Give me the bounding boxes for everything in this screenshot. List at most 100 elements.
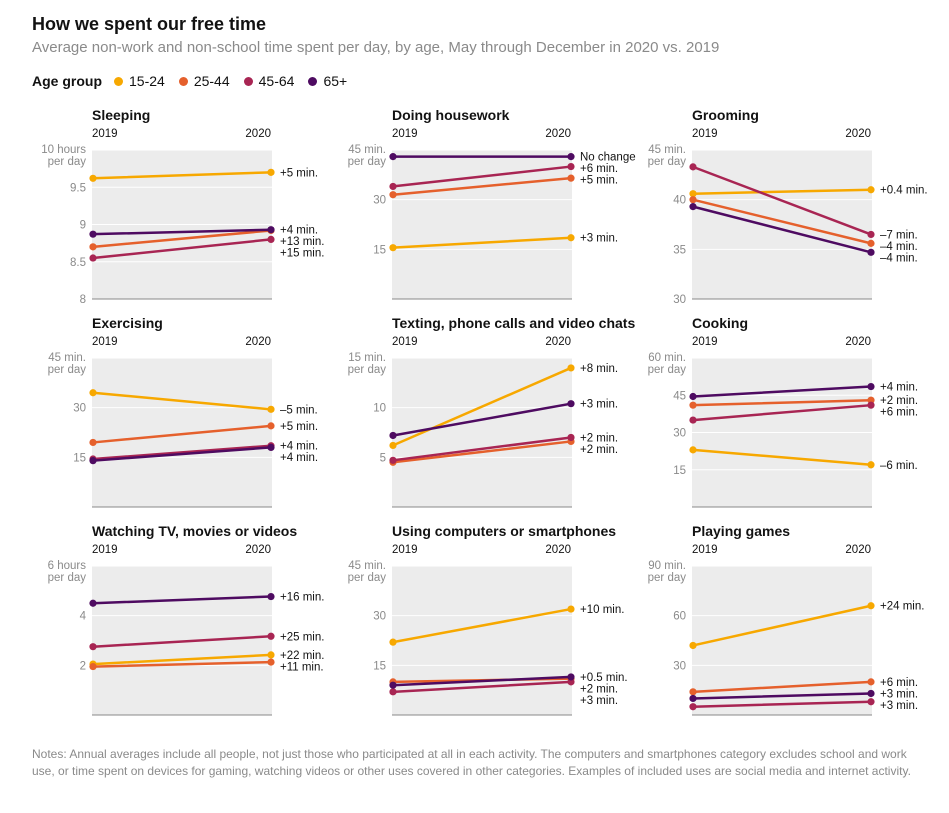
change-label: +5 min. (280, 167, 318, 179)
chart-title: Grooming (692, 107, 759, 123)
y-tick-label: 45 (673, 390, 686, 402)
change-label: –5 min. (280, 404, 318, 416)
data-point (867, 248, 875, 256)
data-point (89, 230, 97, 238)
data-point (567, 673, 575, 681)
data-point (867, 382, 875, 391)
y-tick-label: 60 (673, 611, 686, 623)
data-point (689, 416, 697, 424)
data-point (689, 190, 697, 198)
page-title: How we spent our free time (32, 14, 267, 34)
change-label: +3 min. (580, 695, 618, 707)
series-line-45-64 (391, 165, 573, 188)
change-label: +4 min. (280, 441, 318, 453)
series-line-65+ (391, 402, 573, 437)
x-tick-label: 2020 (545, 128, 571, 140)
change-label: +3 min. (880, 700, 918, 712)
data-point (267, 632, 275, 640)
data-point (89, 254, 97, 262)
chart-title: Using computers or smartphones (392, 523, 616, 539)
series-line-65+ (91, 595, 273, 605)
y-tick-label: 8.5 (70, 257, 86, 269)
y-tick-label: 45 min. (48, 352, 86, 364)
legend-label: 25-44 (193, 73, 230, 89)
notes: Notes: Annual averages include all peopl… (32, 747, 911, 778)
series-line-45-64 (391, 680, 573, 694)
y-unit-label: per day (648, 364, 687, 376)
series-line-15-24 (691, 448, 873, 467)
change-label: –4 min. (880, 252, 918, 264)
data-point (867, 230, 875, 239)
data-point (867, 602, 875, 610)
series-line-65+ (91, 228, 273, 236)
legend-swatch (178, 76, 188, 86)
series-line-45-64 (691, 700, 873, 708)
legend-item-65-plus: 65+ (308, 73, 347, 89)
chart-title: Doing housework (392, 107, 510, 123)
change-label: +3 min. (880, 688, 918, 700)
data-point (689, 392, 697, 401)
series-line-25-44 (91, 424, 273, 444)
data-point (567, 153, 575, 161)
chart-panel: Grooming 2019 2020 45 min.per day 40 35 30 +0.4… (648, 107, 928, 306)
legend: Age group 15-24 25-44 45-64 65+ (32, 73, 361, 89)
x-tick-label: 2020 (545, 544, 571, 556)
y-tick-label: 4 (80, 611, 87, 623)
series-line-25-44 (391, 440, 573, 464)
y-tick-label: 35 (673, 244, 686, 256)
change-label: +16 min. (280, 592, 324, 604)
data-point (89, 438, 97, 447)
chart-panel: Exercising 2019 2020 45 min.per day 30 15 –5 m… (48, 315, 318, 508)
data-point (567, 234, 575, 242)
series-line-45-64 (91, 444, 273, 461)
data-point (89, 457, 97, 465)
data-point (267, 235, 275, 243)
data-point (89, 643, 97, 651)
data-point (267, 592, 275, 601)
data-point (867, 186, 875, 194)
change-label: +6 min. (880, 677, 918, 689)
change-label: +0.5 min. (580, 672, 628, 684)
plot-area (92, 358, 272, 507)
x-tick-label: 2019 (92, 128, 118, 140)
chart-panel: Doing housework 2019 2020 45 min.per day 30 1… (348, 107, 636, 300)
y-tick-label: 30 (673, 660, 686, 672)
series-line-25-44 (691, 198, 873, 245)
data-point (89, 389, 97, 397)
series-line-65+ (691, 692, 873, 700)
legend-label: 45-64 (258, 73, 295, 89)
series-line-25-44 (691, 398, 873, 407)
chart-title: Playing games (692, 523, 790, 539)
legend-item-45-64: 45-64 (243, 73, 295, 89)
plot-area (392, 566, 572, 715)
change-label: +4 min. (880, 382, 918, 394)
change-label: +8 min. (580, 363, 618, 375)
change-label: +13 min. (280, 236, 324, 248)
y-unit-label: per day (48, 156, 87, 168)
data-point (389, 244, 397, 252)
series-line-15-24 (391, 607, 573, 644)
y-unit-label: per day (48, 572, 87, 584)
x-tick-label: 2020 (545, 336, 571, 348)
change-label: +5 min. (280, 421, 318, 433)
data-point (689, 688, 697, 696)
page-subtitle: Average non-work and non-school time spe… (32, 39, 720, 56)
data-point (567, 400, 575, 408)
change-label: +2 min. (880, 395, 918, 407)
data-point (689, 703, 697, 711)
series-line-65+ (391, 675, 573, 687)
change-label: No change (580, 152, 636, 164)
chart-title: Cooking (692, 315, 748, 331)
data-point (567, 162, 575, 171)
data-point (867, 239, 875, 247)
data-point (389, 638, 397, 646)
series-line-65+ (691, 205, 873, 254)
change-label: +22 min. (280, 650, 324, 662)
x-tick-label: 2019 (692, 336, 718, 348)
change-label: +4 min. (280, 452, 318, 464)
y-unit-label: per day (348, 156, 387, 168)
series-line-15-24 (91, 653, 273, 666)
change-label: +0.4 min. (880, 185, 928, 197)
y-tick-label: 15 (373, 660, 386, 672)
x-tick-label: 2020 (845, 544, 871, 556)
